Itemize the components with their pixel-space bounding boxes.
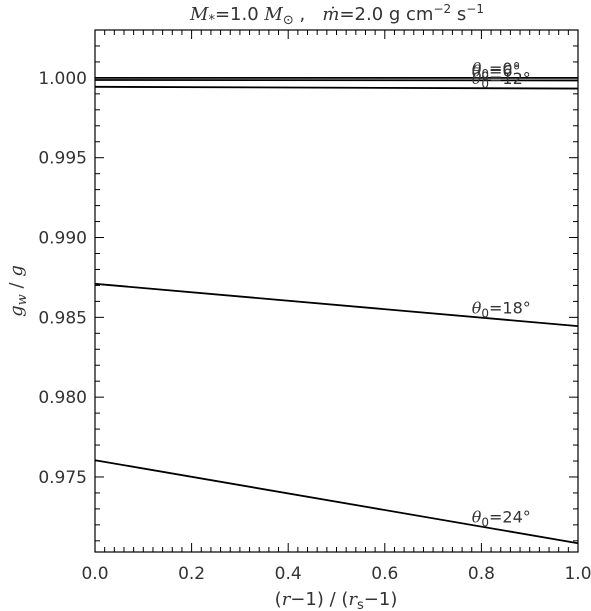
series-label-subscript: 0: [481, 67, 489, 81]
ylabel-slash: /: [6, 277, 27, 295]
x-axis-label: (r−1) / (rs−1): [275, 589, 398, 611]
series-label-subscript: 0: [481, 77, 489, 91]
series-label-theta: θ: [472, 61, 482, 80]
series-line: [94, 282, 579, 328]
xlabel-open: (: [275, 589, 282, 610]
y-tick-label: 0.985: [38, 308, 87, 328]
xlabel-rs: r: [348, 589, 358, 610]
series-label-subscript: 0: [481, 69, 489, 83]
ylabel-g2: g: [6, 265, 27, 277]
series-line: [94, 459, 579, 545]
series-label-subscript: 0: [481, 516, 489, 530]
title-mdot-symbol: ṁ: [322, 4, 339, 25]
ylabel-g: g: [6, 305, 27, 317]
y-tick-label: 0.975: [38, 468, 87, 488]
y-tick-label: 0.995: [38, 149, 87, 169]
xlabel-rs-subscript: s: [357, 598, 364, 611]
series-label-theta: θ: [472, 69, 482, 88]
title-mstar-value: =1.0: [215, 4, 264, 25]
series-labels: θ0=0°θ0=6°θ0=12°θ0=18°θ0=24°: [472, 59, 531, 530]
x-tick-label: 0.4: [275, 564, 302, 584]
series-label-value: =6°: [489, 61, 521, 80]
title-msun-symbol: M: [263, 4, 283, 25]
title-mstar-symbol: M: [189, 4, 209, 25]
title-mdot-value: =2.0 g cm: [339, 4, 433, 25]
y-tick-label: 0.990: [38, 229, 87, 249]
series-label-subscript: 0: [481, 307, 489, 321]
series-label-value: =18°: [489, 299, 531, 318]
title-separator: ,: [294, 4, 323, 25]
ylabel-w-subscript: w: [15, 294, 30, 305]
title-mstar-subscript: *: [208, 13, 215, 28]
x-tick-label: 0.6: [371, 564, 398, 584]
series-label-value: =24°: [489, 508, 531, 527]
chart-title: M*=1.0 M⊙ , ṁ=2.0 g cm−2 s−1: [189, 2, 484, 28]
xlabel-r: r: [282, 589, 292, 610]
y-tick-label: 0.980: [38, 388, 87, 408]
series-label: θ0=24°: [472, 508, 531, 530]
title-s-unit: s: [451, 4, 466, 25]
series-label: θ0=12°: [472, 69, 531, 91]
series-lines: [94, 76, 579, 545]
x-tick-label: 0.8: [468, 564, 495, 584]
y-axis-label: gw / g: [6, 265, 30, 317]
y-tick-label: 1.000: [38, 69, 87, 89]
series-label: θ0=6°: [472, 61, 521, 83]
tick-labels: 0.0 0.2 0.4 0.6 0.8 1.0 0.975 0.980 0.985 0.990 0.…: [38, 69, 591, 584]
x-tick-label: 0.2: [178, 564, 205, 584]
x-tick-label: 0.0: [81, 564, 108, 584]
series-label-value: =12°: [489, 69, 531, 88]
series-label: θ0=18°: [472, 299, 531, 321]
series-label-theta: θ: [472, 299, 482, 318]
series-label-theta: θ: [472, 508, 482, 527]
series-line: [94, 85, 579, 90]
xlabel-mid: −1) / (: [290, 589, 348, 610]
series-label: θ0=0°: [472, 59, 521, 81]
xlabel-close: −1): [364, 589, 398, 610]
series-label-value: =0°: [489, 59, 521, 78]
title-sup-1: −2: [433, 2, 451, 16]
title-sup-2: −1: [466, 2, 484, 16]
ticks: [94, 29, 579, 552]
x-tick-label: 1.0: [564, 564, 591, 584]
series-label-theta: θ: [472, 59, 482, 78]
title-msun-subscript: ⊙: [283, 13, 294, 28]
